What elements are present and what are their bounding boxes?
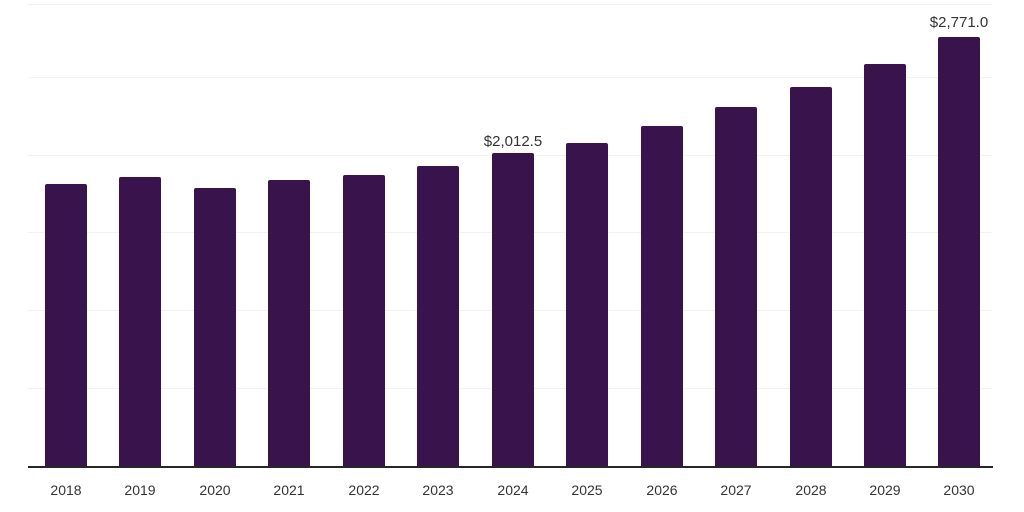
x-axis-label-2018: 2018 (50, 482, 82, 498)
bar-2025[interactable] (566, 143, 608, 466)
bar-2020[interactable] (194, 188, 236, 466)
x-axis-label-2019: 2019 (124, 482, 156, 498)
x-axis-label-2023: 2023 (422, 482, 454, 498)
x-axis-label-2029: 2029 (869, 482, 901, 498)
value-label-2024: $2,012.5 (483, 133, 543, 150)
x-axis-label-2030: 2030 (943, 482, 975, 498)
bar-2029[interactable] (864, 64, 906, 466)
x-axis-label-2024: 2024 (497, 482, 529, 498)
bar-2027[interactable] (715, 107, 757, 466)
bar-2021[interactable] (268, 180, 310, 466)
x-axis-label-2028: 2028 (795, 482, 827, 498)
x-axis-line (28, 466, 993, 468)
bar-2024[interactable] (492, 153, 534, 466)
x-axis-label-2027: 2027 (720, 482, 752, 498)
bar-2023[interactable] (417, 166, 459, 466)
x-axis-label-2021: 2021 (273, 482, 305, 498)
bar-2028[interactable] (790, 87, 832, 466)
bar-2019[interactable] (119, 177, 161, 466)
x-axis-label-2022: 2022 (348, 482, 380, 498)
value-label-2030: $2,771.0 (929, 14, 989, 31)
x-axis-label-2025: 2025 (571, 482, 603, 498)
bar-2018[interactable] (45, 184, 87, 466)
bar-2022[interactable] (343, 175, 385, 466)
x-axis-label-2020: 2020 (199, 482, 231, 498)
x-axis-label-2026: 2026 (646, 482, 678, 498)
bar-2026[interactable] (641, 126, 683, 466)
bar-2030[interactable] (938, 37, 980, 466)
